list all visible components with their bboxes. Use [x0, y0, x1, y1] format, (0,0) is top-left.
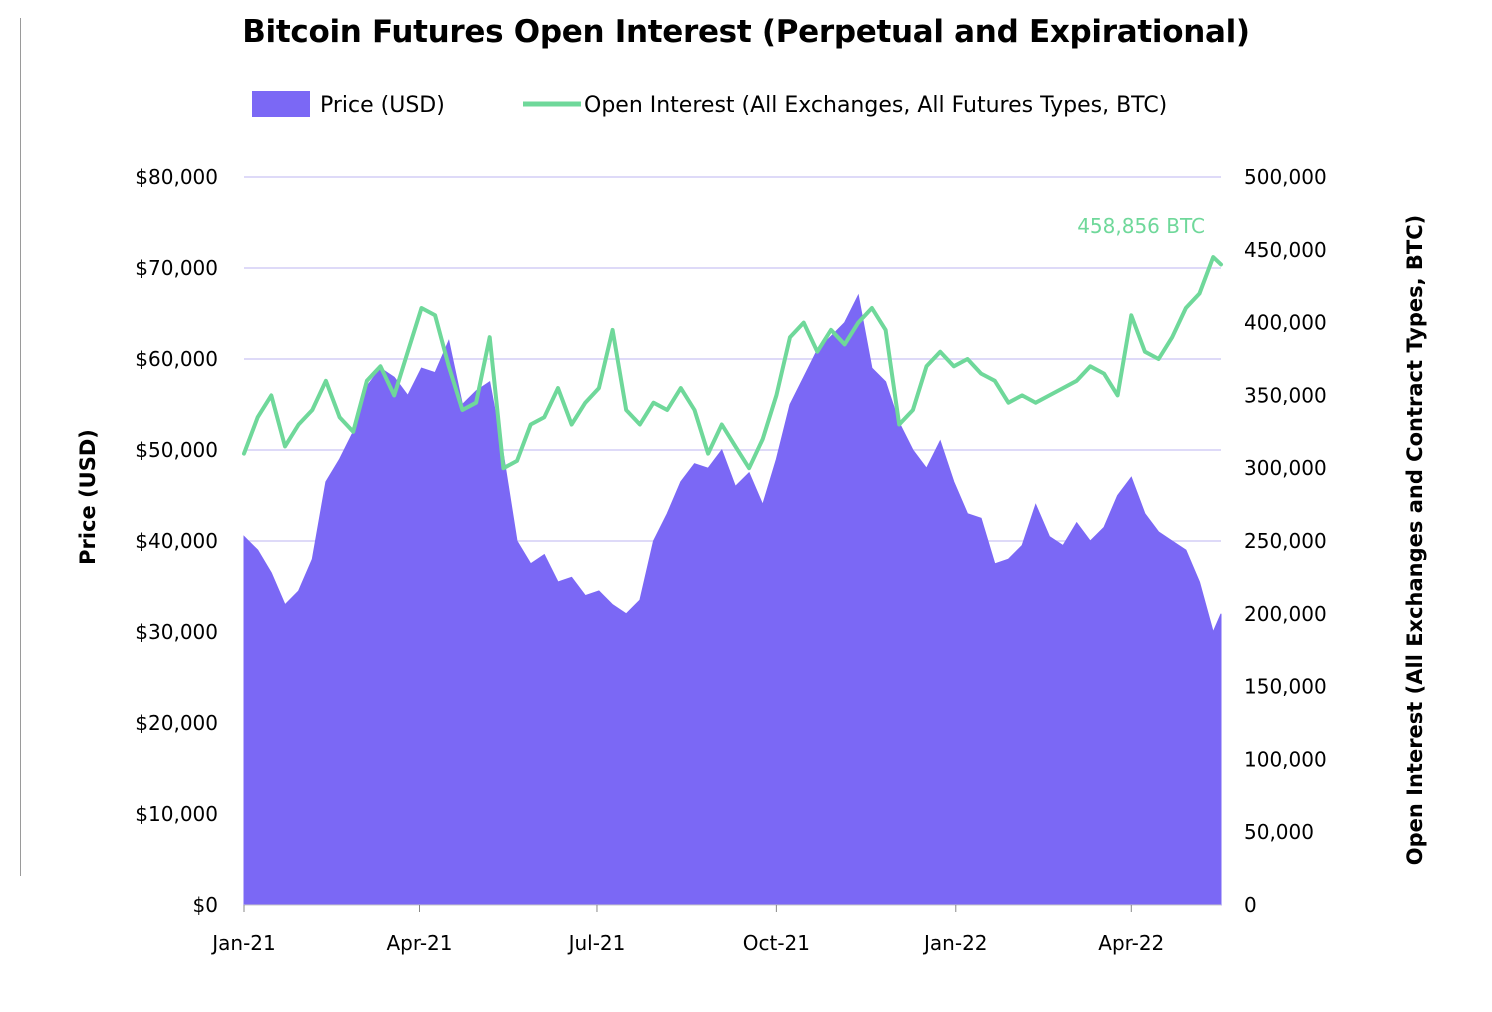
y-right-tick-label: 400,000: [1244, 311, 1327, 335]
y-right-tick-label: 300,000: [1244, 456, 1327, 480]
y-right-tick-label: 250,000: [1244, 529, 1327, 553]
chart-title: Bitcoin Futures Open Interest (Perpetual…: [242, 14, 1250, 50]
y-left-tick-label: $30,000: [135, 620, 218, 644]
y-right-tick-label: 100,000: [1244, 747, 1327, 771]
y-left-tick-label: $10,000: [135, 802, 218, 826]
x-tick-label: Jan-21: [210, 931, 276, 955]
price-area-layer: [243, 293, 1222, 906]
y-right-tick-label: 500,000: [1244, 165, 1327, 189]
x-tick-label: Jul-21: [567, 931, 626, 955]
y-right-tick-label: 200,000: [1244, 602, 1327, 626]
legend-label-open-interest: Open Interest (All Exchanges, All Future…: [584, 93, 1167, 118]
price-area: [243, 293, 1222, 906]
y-left-axis-label: Price (USD): [76, 429, 100, 565]
y-right-axis-label: Open Interest (All Exchanges and Contrac…: [1403, 215, 1427, 865]
y-left-tick-label: $50,000: [135, 438, 218, 462]
y-right-tick-label: 350,000: [1244, 383, 1327, 407]
open-interest-annotation: 458,856 BTC: [1077, 214, 1205, 238]
open-interest-line: [242, 255, 1223, 471]
y-left-tick-label: $0: [193, 893, 218, 917]
y-left-tick-label: $80,000: [135, 165, 218, 189]
open-interest-line-layer: [242, 255, 1223, 471]
y-left-tick-label: $40,000: [135, 529, 218, 553]
y-right-tick-label: 150,000: [1244, 675, 1327, 699]
x-tick-label: Apr-22: [1098, 931, 1164, 955]
x-tick-label: Jan-22: [922, 931, 988, 955]
y-right-tick-label: 450,000: [1244, 238, 1327, 262]
y-right-tick-label: 50,000: [1244, 820, 1314, 844]
y-right-tick-label: 0: [1244, 893, 1257, 917]
y-left-tick-label: $60,000: [135, 347, 218, 371]
y-left-tick-label: $20,000: [135, 711, 218, 735]
y-left-tick-label: $70,000: [135, 256, 218, 280]
left-border-rule: [20, 18, 21, 876]
axes-layer: $0 $10,000 $20,000 $30,000 $40,000 $50,000 $60…: [135, 165, 1326, 955]
x-tick-label: Apr-21: [387, 931, 453, 955]
legend-label-price: Price (USD): [320, 93, 445, 118]
legend-swatch-price: [252, 91, 310, 117]
x-tick-label: Oct-21: [743, 931, 810, 955]
